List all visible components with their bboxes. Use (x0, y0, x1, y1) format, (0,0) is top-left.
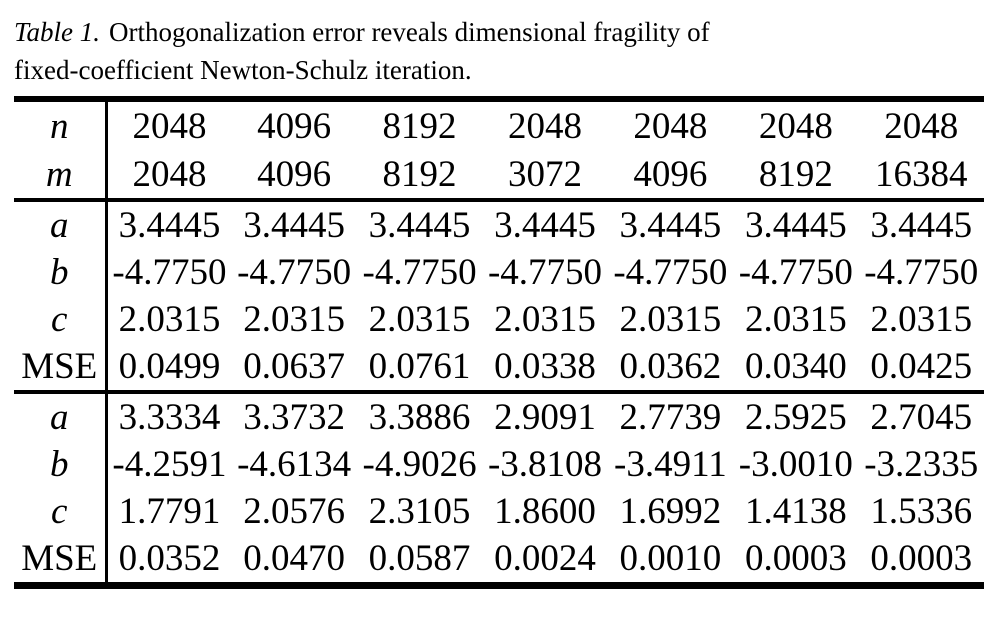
value-cell: 3.4445 (870, 205, 973, 246)
value-cell: -4.7750 (613, 252, 728, 293)
value-cell: 8192 (356, 150, 483, 202)
value-cell: -4.9026 (362, 444, 477, 485)
value-cell: 0.0362 (607, 343, 734, 394)
value-cell: 1.4138 (744, 491, 847, 532)
value-cell: 2.0315 (243, 299, 345, 340)
table-caption: Table 1. Orthogonalization error reveals … (14, 13, 984, 89)
row-label: a (14, 200, 108, 249)
value-cell: 2.9091 (494, 397, 596, 438)
value-cell: 2.0315 (619, 299, 722, 340)
table-row-mse: MSE 0.0499 0.0637 0.0761 0.0338 0.0362 0… (14, 343, 984, 394)
table-row-c: c 2.0315 2.0315 2.0315 2.0315 2.0315 2.0… (14, 296, 984, 343)
value-cell: 3.4445 (744, 205, 847, 246)
value-cell: 0.0761 (356, 343, 483, 394)
value-cell: 2.0315 (494, 299, 596, 340)
table-row-n: n 2048 4096 8192 2048 2048 2048 2048 (14, 99, 984, 150)
value-cell: 2048 (884, 105, 959, 147)
value-cell: 1.8600 (494, 491, 596, 532)
value-cell: 3.3334 (118, 397, 221, 438)
value-cell: 2.5925 (744, 397, 847, 438)
table-caption-line2: fixed-coefficient Newton-Schulz iteratio… (14, 55, 472, 85)
value-cell: -4.2591 (112, 444, 227, 485)
table-row-a: a 3.4445 3.4445 3.4445 3.4445 3.4445 3.4… (14, 200, 984, 249)
value-cell: 3.4445 (368, 205, 471, 246)
value-cell: 4096 (231, 150, 357, 202)
header-block: n 2048 4096 8192 2048 2048 2048 2048 m 2… (14, 99, 984, 202)
value-cell: 4096 (257, 105, 332, 147)
value-cell: 2048 (633, 105, 708, 147)
value-cell: 2.0315 (368, 299, 471, 340)
table-row-mse: MSE 0.0352 0.0470 0.0587 0.0024 0.0010 0… (14, 535, 984, 586)
value-cell: 2.0315 (118, 299, 221, 340)
value-cell: 1.7791 (118, 491, 221, 532)
value-cell: 0.0024 (494, 538, 596, 579)
value-cell: -4.7750 (362, 252, 477, 293)
value-cell: 0.0338 (482, 343, 608, 394)
table-row-b: b -4.7750 -4.7750 -4.7750 -4.7750 -4.775… (14, 249, 984, 296)
value-cell: 3.4445 (118, 205, 221, 246)
table-row-b: b -4.2591 -4.6134 -4.9026 -3.8108 -3.491… (14, 441, 984, 488)
value-cell: -3.0010 (738, 444, 853, 485)
tuned-coefficients-block: a 3.3334 3.3732 3.3886 2.9091 2.7739 2.5… (14, 392, 984, 586)
value-cell: 8192 (733, 150, 859, 202)
value-cell: 0.0637 (231, 343, 357, 394)
value-cell: 0.0587 (368, 538, 471, 579)
value-cell: 0.0340 (733, 343, 859, 394)
fixed-coefficients-block: a 3.4445 3.4445 3.4445 3.4445 3.4445 3.4… (14, 200, 984, 394)
row-label: m (14, 150, 108, 202)
value-cell: -4.7750 (738, 252, 853, 293)
value-cell: -4.7750 (237, 252, 352, 293)
value-cell: 0.0010 (619, 538, 722, 579)
value-cell: 2.0315 (870, 299, 973, 340)
value-cell: -4.6134 (237, 444, 352, 485)
value-cell: 0.0003 (744, 538, 847, 579)
table-row-a: a 3.3334 3.3732 3.3886 2.9091 2.7739 2.5… (14, 392, 984, 441)
value-cell: 2.7045 (870, 397, 973, 438)
value-cell: -4.7750 (487, 252, 603, 293)
value-cell: -3.8108 (487, 444, 603, 485)
value-cell: 3.3886 (368, 397, 471, 438)
value-cell: 16384 (858, 150, 984, 202)
value-cell: -3.4911 (614, 444, 727, 485)
results-table: n 2048 4096 8192 2048 2048 2048 2048 m 2… (14, 96, 984, 589)
row-label: n (14, 99, 108, 150)
table-row-m: m 2048 4096 8192 3072 4096 8192 16384 (14, 150, 984, 202)
value-cell: -3.2335 (864, 444, 979, 485)
value-cell: 3072 (482, 150, 608, 202)
value-cell: 3.4445 (243, 205, 345, 246)
value-cell: 0.0470 (243, 538, 345, 579)
value-cell: 2.7739 (619, 397, 722, 438)
row-label: b (14, 441, 108, 488)
table-caption-label: Table 1. (14, 17, 101, 47)
value-cell: 0.0425 (858, 343, 984, 394)
value-cell: 8192 (382, 105, 457, 147)
value-cell: 2.3105 (368, 491, 471, 532)
value-cell: 2048 (132, 105, 207, 147)
row-label: MSE (14, 343, 108, 394)
value-cell: 2048 (758, 105, 833, 147)
value-cell: 0.0499 (106, 343, 232, 394)
value-cell: 3.4445 (619, 205, 722, 246)
row-label: c (14, 488, 108, 535)
value-cell: -4.7750 (864, 252, 979, 293)
value-cell: -4.7750 (112, 252, 227, 293)
value-cell: 4096 (607, 150, 734, 202)
value-cell: 0.0352 (118, 538, 221, 579)
table-row-c: c 1.7791 2.0576 2.3105 1.8600 1.6992 1.4… (14, 488, 984, 535)
value-cell: 2048 (507, 105, 582, 147)
value-cell: 2.0576 (243, 491, 345, 532)
value-cell: 3.3732 (243, 397, 345, 438)
value-cell: 1.5336 (870, 491, 973, 532)
value-cell: 0.0003 (870, 538, 973, 579)
value-cell: 1.6992 (619, 491, 722, 532)
value-cell: 2.0315 (744, 299, 847, 340)
row-label: a (14, 392, 108, 441)
row-label: b (14, 249, 108, 296)
row-label: c (14, 296, 108, 343)
value-cell: 3.4445 (494, 205, 596, 246)
value-cell: 2048 (106, 150, 232, 202)
table-caption-line1: Orthogonalization error reveals dimensio… (109, 17, 710, 47)
row-label: MSE (14, 535, 108, 586)
